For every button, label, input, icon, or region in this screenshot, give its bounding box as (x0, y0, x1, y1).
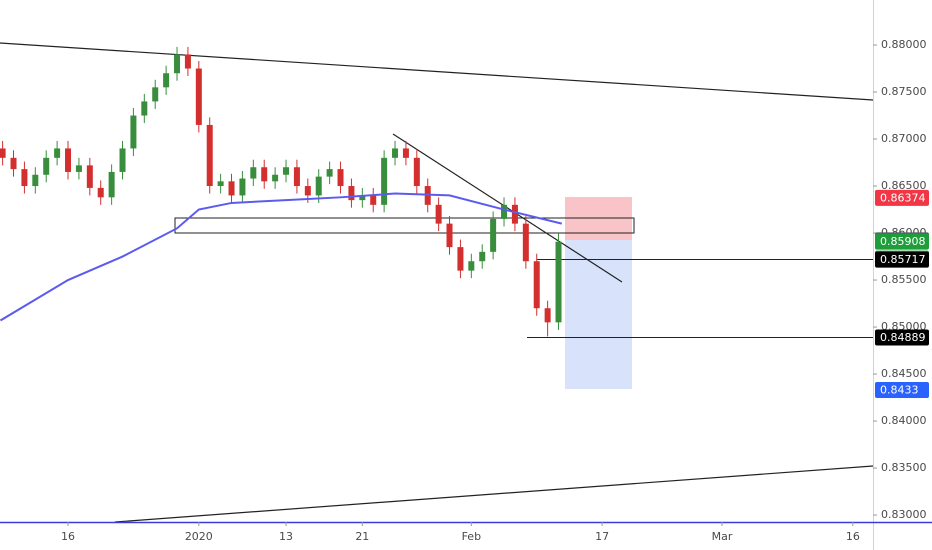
plot-area (0, 42, 874, 523)
candle-body (544, 308, 551, 323)
candle-body (184, 54, 191, 69)
candle-body (130, 115, 137, 149)
x-tick-label: 16 (846, 530, 860, 543)
price-tag (875, 329, 929, 346)
candle-body (217, 181, 224, 187)
trend-line (392, 133, 623, 283)
candle-body (239, 178, 246, 196)
candle-body (21, 169, 28, 187)
candle-body (348, 186, 355, 201)
candle-body (402, 148, 409, 158)
candle-body (272, 174, 279, 182)
candle-body (468, 261, 475, 271)
price-tag-label: 0.8433 (880, 384, 919, 397)
candle-body (141, 101, 148, 116)
price-tag (875, 189, 929, 206)
candle-body (250, 167, 257, 179)
y-tick-label: 0.84500 (881, 367, 927, 380)
x-tick-label: 13 (279, 530, 293, 543)
price-tag (875, 233, 929, 250)
candle-body (370, 195, 377, 205)
candle-body (304, 186, 311, 196)
candle-body (152, 87, 159, 102)
candle-body (228, 181, 235, 196)
y-tick-label: 0.87500 (881, 85, 927, 98)
y-tick-label: 0.86500 (881, 179, 927, 192)
candle-body (479, 251, 486, 262)
price-tag-label: 0.84889 (880, 331, 926, 344)
price-tag (875, 251, 929, 268)
x-tick-label: Feb (462, 530, 481, 543)
candle-body (392, 148, 399, 158)
x-tick-label: Mar (712, 530, 733, 543)
candle-body (261, 167, 268, 182)
candle-body (86, 165, 93, 188)
candle-body (326, 169, 333, 177)
candle-body (413, 157, 420, 187)
candle-body (315, 176, 322, 196)
candle-body (511, 204, 518, 224)
x-tick-label: 16 (61, 530, 75, 543)
candle-body (293, 167, 300, 187)
candle-body (490, 218, 497, 252)
candle-body (10, 157, 17, 170)
price-tag-label: 0.86374 (880, 191, 926, 204)
y-tick-label: 0.83500 (881, 461, 927, 474)
x-tick-label: 17 (595, 530, 609, 543)
y-tick-label: 0.85500 (881, 273, 927, 286)
y-tick-label: 0.88000 (881, 38, 927, 51)
candle-body (457, 247, 464, 271)
target-zone (565, 240, 632, 389)
y-tick-label: 0.87000 (881, 132, 927, 145)
candle-body (359, 195, 366, 201)
candle-body (75, 165, 82, 172)
candle-body (283, 167, 290, 175)
price-tag-label: 0.85908 (880, 235, 926, 248)
candle-body (337, 169, 344, 187)
candle-body (195, 68, 202, 125)
candle-body (32, 174, 39, 187)
candle-body (446, 223, 453, 248)
trend-line (114, 465, 874, 523)
candle-body (435, 204, 442, 224)
trend-line (0, 42, 874, 101)
candle-body (555, 241, 562, 323)
candle-body (97, 187, 104, 198)
y-tick-label: 0.84000 (881, 414, 927, 427)
candle-body (522, 223, 529, 262)
candle-body (501, 204, 508, 219)
candle-body (65, 148, 72, 172)
candle-body (381, 157, 388, 205)
candle-body (119, 148, 126, 172)
candle-body (163, 73, 170, 88)
candle-body (108, 171, 115, 198)
candle-body (533, 261, 540, 309)
price-tag (875, 382, 929, 399)
x-tick-label: 21 (355, 530, 369, 543)
x-tick-label: 2020 (185, 530, 213, 543)
candle-body (174, 54, 181, 74)
candle-body (43, 157, 50, 175)
zone-rectangle (174, 217, 635, 234)
candle-body (54, 148, 61, 158)
candle-body (206, 124, 213, 187)
y-tick-label: 0.83000 (881, 508, 927, 521)
moving-average (0, 192, 563, 322)
candle-body (0, 148, 6, 158)
price-tag-label: 0.85717 (880, 253, 926, 266)
